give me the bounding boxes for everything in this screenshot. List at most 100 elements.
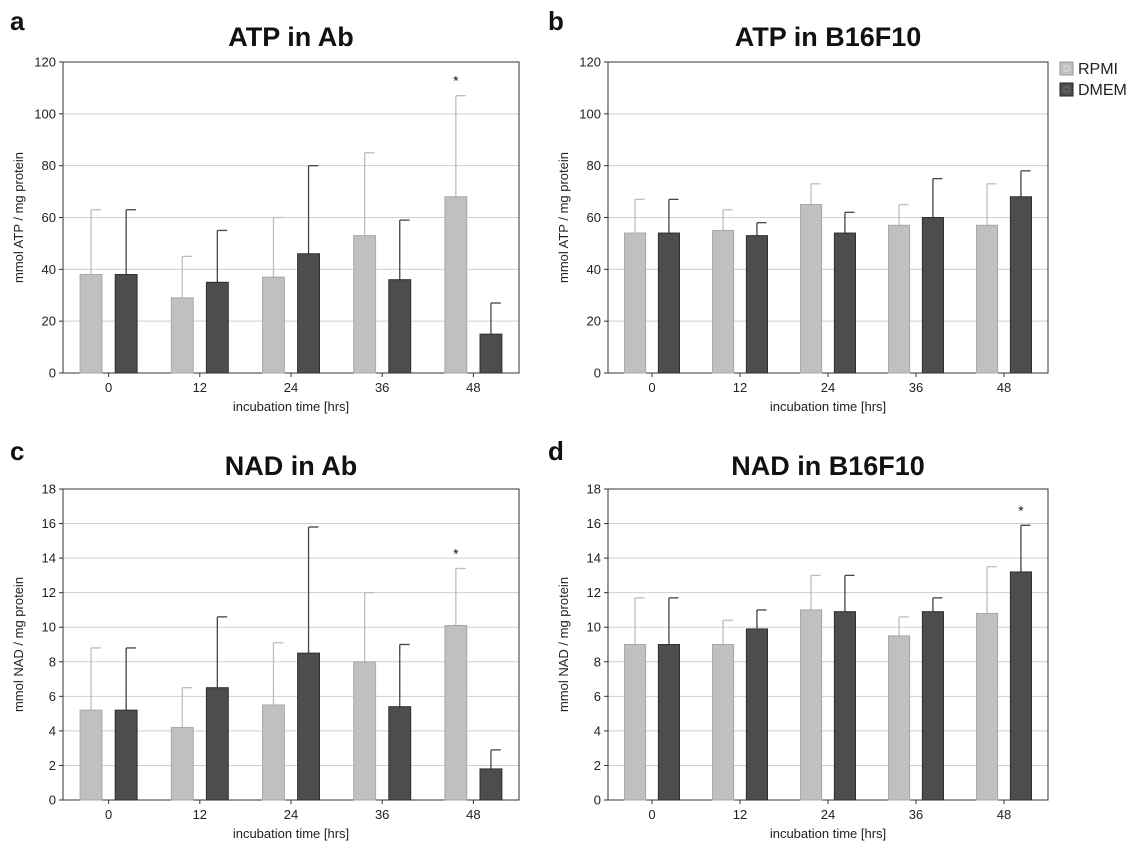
y-tick-label: 120 bbox=[34, 55, 56, 70]
y-tick-label: 18 bbox=[42, 482, 56, 497]
x-tick-label: 48 bbox=[466, 380, 480, 395]
bar-dmem bbox=[479, 333, 503, 374]
chart-title: NAD in B16F10 bbox=[731, 451, 925, 481]
bar-dmem bbox=[1009, 571, 1033, 801]
y-axis-label: mmol ATP / mg protein bbox=[11, 152, 26, 283]
y-axis-label: mmol NAD / mg protein bbox=[556, 577, 571, 712]
x-axis-label: incubation time [hrs] bbox=[233, 826, 349, 841]
panel-letter: a bbox=[10, 6, 25, 36]
significance-marker: * bbox=[453, 73, 459, 89]
legend-swatch-inner bbox=[1063, 65, 1070, 72]
y-tick-label: 100 bbox=[579, 106, 601, 121]
legend-swatch-inner bbox=[1063, 86, 1070, 93]
bar-dmem bbox=[921, 217, 945, 374]
bar-dmem bbox=[479, 768, 503, 801]
y-tick-label: 2 bbox=[594, 758, 601, 773]
x-tick-label: 24 bbox=[284, 807, 298, 822]
y-tick-label: 8 bbox=[49, 654, 56, 669]
y-tick-label: 0 bbox=[594, 793, 601, 808]
x-tick-label: 0 bbox=[648, 807, 655, 822]
bar-rpmi bbox=[262, 704, 285, 801]
bar-rpmi bbox=[353, 235, 377, 374]
y-tick-label: 100 bbox=[34, 106, 56, 121]
bar-dmem bbox=[833, 232, 857, 374]
panel-letter: d bbox=[548, 436, 564, 466]
x-tick-label: 12 bbox=[193, 380, 207, 395]
x-tick-label: 48 bbox=[466, 807, 480, 822]
legend-swatch-dmem bbox=[1059, 82, 1074, 97]
legend-label-rpmi: RPMI bbox=[1078, 61, 1118, 78]
bar-dmem bbox=[205, 687, 229, 801]
x-tick-label: 12 bbox=[733, 807, 747, 822]
bar-dmem bbox=[657, 232, 681, 374]
bar-rpmi bbox=[353, 661, 377, 801]
y-tick-label: 40 bbox=[42, 262, 56, 277]
x-tick-label: 48 bbox=[997, 807, 1011, 822]
significance-marker: * bbox=[1018, 502, 1024, 518]
bar-rpmi bbox=[79, 274, 103, 374]
bar-rpmi bbox=[262, 276, 285, 374]
y-tick-label: 18 bbox=[587, 482, 601, 497]
x-tick-label: 36 bbox=[375, 380, 389, 395]
x-tick-label: 0 bbox=[648, 380, 655, 395]
bar-dmem bbox=[114, 709, 138, 801]
x-axis-label: incubation time [hrs] bbox=[770, 826, 886, 841]
x-tick-label: 36 bbox=[909, 807, 923, 822]
bar-rpmi bbox=[444, 624, 468, 801]
x-tick-label: 24 bbox=[284, 380, 298, 395]
chart-title: NAD in Ab bbox=[225, 451, 357, 481]
bar-rpmi bbox=[712, 644, 735, 801]
y-tick-label: 60 bbox=[42, 210, 56, 225]
y-tick-label: 16 bbox=[587, 516, 601, 531]
y-tick-label: 20 bbox=[587, 314, 601, 329]
y-axis-label: mmol NAD / mg protein bbox=[11, 577, 26, 712]
x-tick-label: 24 bbox=[821, 380, 835, 395]
legend-label-dmem: DMEM bbox=[1078, 82, 1127, 99]
x-tick-label: 48 bbox=[997, 380, 1011, 395]
bar-dmem bbox=[205, 281, 229, 374]
y-tick-label: 120 bbox=[579, 55, 601, 70]
bar-rpmi bbox=[800, 609, 823, 801]
bar-rpmi bbox=[976, 612, 999, 801]
bar-rpmi bbox=[888, 635, 911, 801]
y-tick-label: 14 bbox=[42, 551, 56, 566]
x-tick-label: 36 bbox=[375, 807, 389, 822]
y-tick-label: 20 bbox=[42, 314, 56, 329]
bar-rpmi bbox=[79, 709, 103, 801]
y-tick-label: 6 bbox=[594, 689, 601, 704]
bar-dmem bbox=[297, 652, 320, 801]
bar-dmem bbox=[114, 274, 138, 374]
significance-marker: * bbox=[453, 545, 459, 561]
y-tick-label: 10 bbox=[42, 620, 56, 635]
bar-dmem bbox=[921, 611, 945, 801]
y-tick-label: 0 bbox=[49, 366, 56, 381]
bar-rpmi bbox=[800, 204, 823, 374]
legend-swatch-rpmi bbox=[1059, 61, 1074, 76]
panel-letter: c bbox=[10, 436, 24, 466]
bar-dmem bbox=[1009, 196, 1033, 374]
x-tick-label: 12 bbox=[733, 380, 747, 395]
bar-rpmi bbox=[888, 224, 911, 374]
y-tick-label: 0 bbox=[49, 793, 56, 808]
bar-rpmi bbox=[444, 196, 468, 374]
bar-dmem bbox=[657, 644, 681, 801]
bar-dmem bbox=[745, 235, 769, 374]
y-axis-label: mmol ATP / mg protein bbox=[556, 152, 571, 283]
bar-rpmi bbox=[976, 224, 999, 374]
y-tick-label: 0 bbox=[594, 366, 601, 381]
bar-rpmi bbox=[624, 232, 647, 374]
y-tick-label: 12 bbox=[42, 585, 56, 600]
bar-dmem bbox=[388, 279, 412, 374]
y-tick-label: 8 bbox=[594, 654, 601, 669]
x-tick-label: 0 bbox=[105, 380, 112, 395]
y-tick-label: 4 bbox=[594, 723, 601, 738]
y-tick-label: 4 bbox=[49, 723, 56, 738]
bar-dmem bbox=[388, 706, 412, 801]
y-tick-label: 40 bbox=[587, 262, 601, 277]
y-tick-label: 2 bbox=[49, 758, 56, 773]
bar-rpmi bbox=[170, 726, 194, 801]
y-tick-label: 10 bbox=[587, 620, 601, 635]
x-tick-label: 36 bbox=[909, 380, 923, 395]
bar-rpmi bbox=[624, 644, 647, 801]
